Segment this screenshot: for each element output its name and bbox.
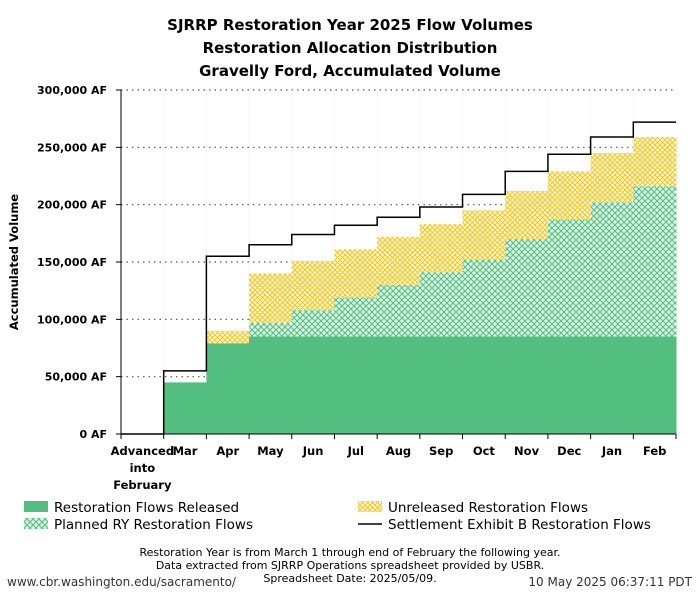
released-bar-mar: [163, 382, 207, 434]
legend-label-settlement-exhibit-b-restoration-flows: Settlement Exhibit B Restoration Flows: [388, 517, 651, 533]
notes: Restoration Year is from March 1 through…: [139, 546, 560, 585]
axes: [116, 89, 677, 439]
y-tick-label-5: 250,000 AF: [37, 141, 107, 154]
released-bar-may: [249, 336, 293, 434]
x-tick-label-3-line-0: May: [257, 444, 284, 458]
y-tick-labels: 0 AF 50,000 AF 100,000 AF 150,000 AF 200,000…: [37, 84, 107, 441]
note-line-1: Restoration Year is from March 1 through…: [139, 546, 560, 559]
x-tick-label-7: Sep: [429, 444, 453, 458]
unreleased-bar-sep: [419, 224, 464, 273]
planned-bar-dec: [547, 219, 592, 337]
planned-bar-feb: [633, 186, 677, 337]
released-bar-jul: [334, 336, 378, 434]
planned-bar-aug: [377, 284, 421, 337]
y-tick-label-1: 50,000 AF: [45, 371, 107, 384]
footer-timestamp: 10 May 2025 06:37:11 PDT: [528, 575, 692, 589]
unreleased-bar-jul: [334, 249, 378, 298]
released-bar-apr: [206, 343, 250, 434]
x-tick-label-6: Aug: [386, 444, 411, 458]
y-tick-label-3: 150,000 AF: [37, 256, 107, 269]
legend: Restoration Flows Released Unreleased Res…: [24, 500, 651, 533]
x-tick-label-9-line-0: Nov: [514, 444, 540, 458]
legend-label-planned-ry-restoration-flows: Planned RY Restoration Flows: [54, 517, 253, 533]
planned-bar-nov: [505, 239, 549, 337]
unreleased-bar-jan: [590, 153, 634, 203]
x-tick-label-7-line-0: Sep: [429, 444, 453, 458]
released-bar-oct: [462, 336, 506, 434]
unreleased-bar-feb: [633, 137, 677, 187]
y-tick-label-4: 200,000 AF: [37, 199, 107, 212]
planned-bar-jun: [291, 310, 335, 337]
title-line-1: SJRRP Restoration Year 2025 Flow Volumes: [167, 16, 533, 34]
planned-bar-sep: [419, 272, 464, 337]
y-tick-label-0: 0 AF: [79, 428, 107, 441]
unreleased-bar-jun: [291, 260, 335, 311]
x-tick-label-6-line-0: Aug: [386, 444, 411, 458]
x-tick-label-1: Mar: [173, 444, 198, 458]
x-tick-label-0-line-0: Advanced: [111, 444, 174, 458]
x-tick-label-12-line-0: Feb: [643, 444, 666, 458]
unreleased-bar-nov: [505, 190, 549, 240]
x-tick-labels: Advanced into February Mar Apr May Jun Jul Aug Se…: [111, 444, 667, 492]
x-tick-label-4: Jun: [302, 444, 324, 458]
released-bar-nov: [505, 336, 549, 434]
planned-bar-oct: [462, 259, 506, 337]
planned-bar-jan: [590, 202, 634, 337]
legend-label-restoration-flows-released: Restoration Flows Released: [54, 500, 239, 516]
legend-label-unreleased-restoration-flows: Unreleased Restoration Flows: [388, 500, 588, 516]
title-line-3: Gravelly Ford, Accumulated Volume: [199, 62, 501, 80]
legend-swatch-planned-ry-restoration-flows: [24, 518, 48, 529]
note-line-3: Spreadsheet Date: 2025/05/09.: [263, 572, 436, 585]
chart-title: SJRRP Restoration Year 2025 Flow Volumes…: [167, 16, 533, 80]
unreleased-bar-may: [249, 273, 293, 323]
x-tick-label-8: Oct: [473, 444, 496, 458]
y-axis-label: Accumulated Volume: [7, 194, 21, 330]
x-tick-label-3: May: [257, 444, 284, 458]
unreleased-bar-oct: [462, 210, 506, 260]
note-line-2: Data extracted from SJRRP Operations spr…: [156, 559, 544, 572]
y-tick-label-6: 300,000 AF: [37, 84, 107, 97]
x-tick-label-1-line-0: Mar: [173, 444, 198, 458]
released-bar-sep: [419, 336, 464, 434]
x-tick-label-0-line-2: February: [113, 478, 172, 492]
unreleased-bar-apr: [206, 330, 250, 344]
legend-swatch-unreleased-restoration-flows: [358, 501, 382, 512]
planned-bar-jul: [334, 297, 378, 337]
x-tick-label-10: Dec: [557, 444, 581, 458]
released-bar-jun: [291, 336, 335, 434]
released-bar-jan: [590, 336, 634, 434]
unreleased-bar-dec: [547, 171, 592, 220]
settlement-step-line: [121, 121, 676, 435]
x-tick-label-12: Feb: [643, 444, 666, 458]
released-bar-dec: [547, 336, 592, 434]
x-tick-label-2: Apr: [216, 444, 239, 458]
released-bar-feb: [633, 336, 677, 434]
title-line-2: Restoration Allocation Distribution: [203, 39, 498, 57]
x-tick-label-8-line-0: Oct: [473, 444, 496, 458]
x-tick-label-0-line-1: into: [130, 461, 156, 475]
x-tick-label-11-line-0: Jan: [601, 444, 622, 458]
x-tick-label-0: Advanced into February: [111, 444, 174, 492]
legend-swatch-restoration-flows-released: [24, 501, 48, 512]
x-tick-label-2-line-0: Apr: [216, 444, 239, 458]
x-tick-label-5: Jul: [347, 444, 364, 458]
x-tick-label-11: Jan: [601, 444, 622, 458]
y-tick-label-2: 100,000 AF: [37, 313, 107, 326]
settlement-line: [121, 121, 676, 435]
unreleased-bar-aug: [377, 236, 421, 285]
x-tick-label-4-line-0: Jun: [302, 444, 324, 458]
footer-url[interactable]: www.cbr.washington.edu/sacramento/: [7, 575, 237, 589]
x-tick-label-10-line-0: Dec: [557, 444, 581, 458]
x-tick-label-9: Nov: [514, 444, 540, 458]
released-bar-aug: [377, 336, 421, 434]
planned-bar-may: [249, 322, 293, 337]
x-tick-label-5-line-0: Jul: [347, 444, 364, 458]
bars: [163, 137, 677, 434]
